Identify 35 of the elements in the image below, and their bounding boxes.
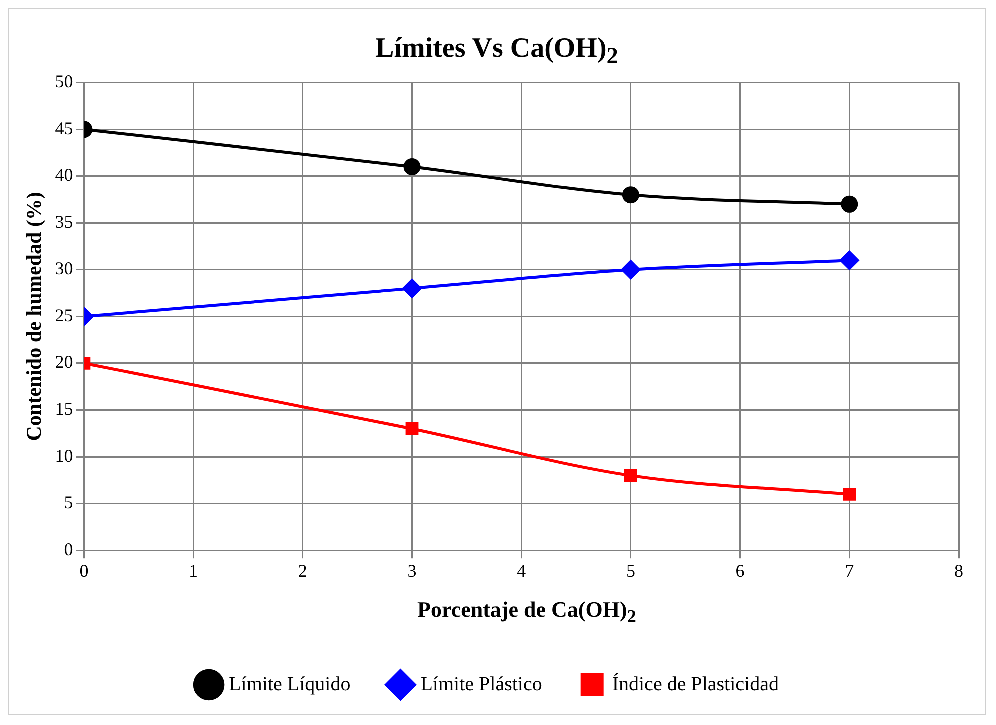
x-tick-label: 5 [626,561,636,582]
y-tick-label: 50 [55,72,74,92]
y-tick-label: 10 [55,446,74,466]
y-tick-label: 0 [64,539,74,560]
chart-title: Límites Vs Ca(OH)$_{2}$ [374,32,620,70]
point [843,488,856,501]
point [840,251,860,270]
x-tick-label: 7 [845,561,854,582]
legend-label: Índice de Plasticidad [612,672,779,696]
x-tick-label: 3 [408,561,417,582]
point [404,158,421,176]
y-tick-label: 25 [55,305,74,326]
point [622,186,640,204]
y-tick-label: 40 [55,165,74,186]
y-tick-label: 30 [55,258,74,279]
y-tick-label: 45 [55,118,74,138]
point [406,422,419,436]
point [402,279,422,298]
x-axis-title: Porcentaje de Ca(OH)$_{2}$ [416,597,638,628]
y-tick-label: 15 [55,398,74,419]
x-tick-label: 1 [189,561,198,582]
x-tick-label: 6 [736,561,745,582]
y-tick-label: 35 [55,212,74,232]
x-tick-label: 2 [298,561,308,582]
legend-label: Límite Plástico [420,673,542,696]
y-tick-label: 5 [64,492,74,513]
x-tick-label: 0 [80,561,89,582]
legend-label: Límite Líquido [229,673,351,696]
y-tick-label: 20 [55,352,74,372]
x-tick-label: 8 [954,561,964,582]
y-axis-title: Contenido de humedad (%) [22,192,46,442]
point [624,469,638,482]
point [841,196,858,213]
x-tick-label: 4 [517,561,526,582]
point [621,260,640,280]
